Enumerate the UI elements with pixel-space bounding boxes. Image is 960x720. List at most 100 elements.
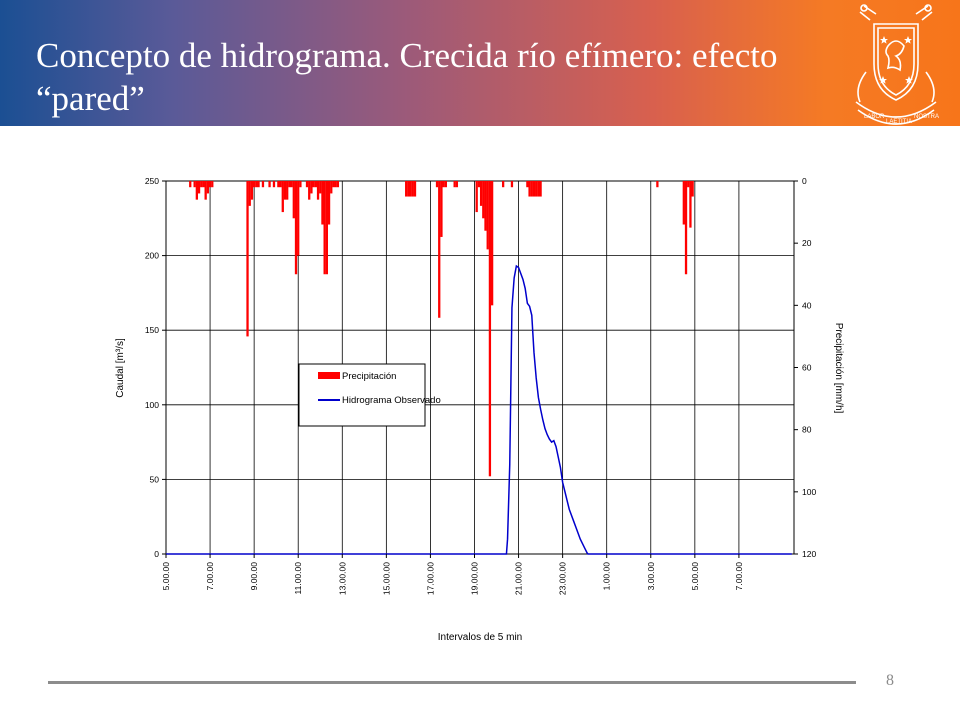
precip-bar xyxy=(246,181,249,337)
precip-bar xyxy=(321,181,324,225)
precip-bar xyxy=(407,181,410,197)
precip-bar xyxy=(323,181,326,275)
precip-bar xyxy=(286,181,289,200)
precip-bar xyxy=(310,181,313,194)
precip-bar xyxy=(684,181,688,275)
precip-bar xyxy=(204,181,207,200)
x-tick-label: 17.00.00 xyxy=(425,562,435,595)
x-tick-label: 3.00.00 xyxy=(646,562,656,591)
precip-bar xyxy=(334,181,337,188)
precip-bar xyxy=(200,181,203,188)
precip-bar xyxy=(475,181,478,213)
precip-bar xyxy=(687,181,690,188)
right-axis-label: Precipitación [mm/h] xyxy=(833,323,844,414)
x-axis-label: Intervalos de 5 min xyxy=(438,632,523,643)
plot-area xyxy=(165,180,795,555)
precip-bar xyxy=(197,181,201,194)
footer-divider xyxy=(48,681,856,684)
crest-motto-3: NOSTRA xyxy=(914,114,939,120)
x-tick-label: 5.00.00 xyxy=(161,562,171,591)
legend: Precipitación Hidrograma Observado xyxy=(298,363,441,427)
precip-bar xyxy=(193,181,196,188)
precip-bar xyxy=(490,181,494,306)
precip-bar xyxy=(299,181,302,188)
precip-bar xyxy=(537,181,540,197)
precip-bar xyxy=(281,181,284,213)
precip-bar xyxy=(294,181,298,275)
precip-bar xyxy=(656,181,659,188)
precip-bar xyxy=(314,181,317,188)
x-tick-label: 13.00.00 xyxy=(337,562,347,595)
precip-bar xyxy=(252,181,256,188)
precip-bar xyxy=(438,181,441,318)
precip-bar xyxy=(288,181,291,188)
grid-lines xyxy=(166,181,794,554)
y-tick-label: 50 xyxy=(150,474,160,484)
precip-bar xyxy=(501,181,505,188)
y-tick-label: 200 xyxy=(145,251,159,261)
y-tick-label: 250 xyxy=(145,176,159,186)
precip-bar xyxy=(261,181,265,188)
left-axis-ticks: 0 50 100 150 200 250 xyxy=(145,176,166,559)
slide-title: Concepto de hidrograma. Crecida río efím… xyxy=(36,36,778,118)
legend-hydrograph-label: Hidrograma Observado xyxy=(342,395,441,406)
precip-bar xyxy=(409,181,412,197)
precip-bar xyxy=(202,181,205,188)
precip-bar xyxy=(206,181,210,194)
precip-bar xyxy=(486,181,489,250)
university-crest-logo: LABOR LAETITIA NOSTRA xyxy=(855,4,939,125)
legend-precipitation-swatch xyxy=(318,372,340,379)
precip-bar xyxy=(539,181,542,197)
precip-bar xyxy=(290,181,293,188)
precip-bar xyxy=(442,181,445,188)
right-tick-label: 80 xyxy=(802,425,812,435)
hydrograph-line xyxy=(166,264,792,555)
precip-bar xyxy=(332,181,335,188)
precip-bar xyxy=(682,181,685,225)
x-tick-label: 11.00.00 xyxy=(293,562,303,595)
precip-bar xyxy=(292,181,295,219)
precip-bar xyxy=(411,181,414,197)
precip-bar xyxy=(453,181,456,188)
precip-bar xyxy=(195,181,198,200)
precip-bar xyxy=(330,181,333,194)
x-tick-label: 21.00.00 xyxy=(514,562,524,595)
x-axis-ticks: 5.00.00 7.00.00 9.00.00 11.00.00 13.00.00 15.… xyxy=(161,554,744,595)
precip-bar xyxy=(482,181,485,219)
precip-bar xyxy=(526,181,529,188)
precip-bar xyxy=(336,181,340,188)
precip-bar xyxy=(250,181,254,200)
precip-bar xyxy=(297,181,300,256)
precip-bar xyxy=(279,181,282,188)
precip-bar xyxy=(413,181,417,197)
precip-bar xyxy=(484,181,487,231)
precip-bar xyxy=(189,181,192,188)
precip-bar xyxy=(479,181,483,206)
precip-bar xyxy=(319,181,322,194)
precip-bar xyxy=(405,181,408,197)
right-axis-ticks: 0 20 40 60 80 100 120 xyxy=(794,176,816,559)
precip-bar xyxy=(325,181,329,275)
precip-bar xyxy=(691,181,694,197)
y-tick-label: 0 xyxy=(154,549,159,559)
right-tick-label: 20 xyxy=(802,238,812,248)
precip-bar xyxy=(277,181,280,188)
x-tick-label: 7.00.00 xyxy=(734,562,744,591)
precip-bar xyxy=(312,181,315,188)
precip-bar xyxy=(316,181,320,200)
precipitation-bars xyxy=(189,181,694,477)
y-tick-label: 100 xyxy=(145,400,159,410)
precip-bar xyxy=(689,181,692,228)
precip-bar xyxy=(248,181,251,206)
precip-bar xyxy=(488,181,492,477)
page-number: 8 xyxy=(886,672,894,689)
crest-motto-2: LAETITIA xyxy=(886,119,912,125)
x-tick-label: 7.00.00 xyxy=(205,562,215,591)
precip-bar xyxy=(535,181,538,197)
x-tick-label: 9.00.00 xyxy=(249,562,259,591)
precip-bar xyxy=(257,181,260,188)
title-banner: Concepto de hidrograma. Crecida río efím… xyxy=(0,0,960,126)
hydrograph-chart: 0 50 100 150 200 250 0 20 40 60 80 100 120 5.00.00 7… xyxy=(115,176,844,643)
precip-bar xyxy=(268,181,271,188)
precip-bar xyxy=(528,181,531,197)
